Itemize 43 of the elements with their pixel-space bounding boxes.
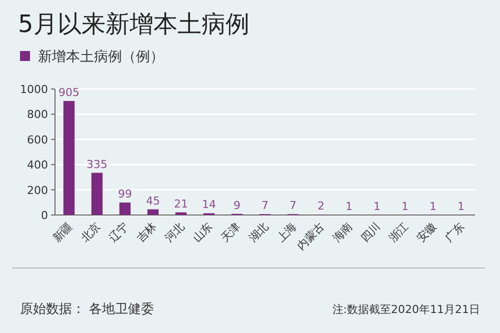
x-tick-label: 新疆 xyxy=(50,220,76,245)
bar xyxy=(147,209,159,215)
data-label: 45 xyxy=(146,194,160,208)
x-tick-label: 河北 xyxy=(162,220,188,245)
y-tick-label: 400 xyxy=(27,158,48,172)
data-label: 7 xyxy=(262,199,268,212)
text: 原始数据： 各地卫健委 xyxy=(20,302,154,317)
text: 注:数据截至2020年11月21日 xyxy=(332,303,480,316)
data-label: 1 xyxy=(374,200,380,213)
y-tick-label: 600 xyxy=(27,133,48,146)
y-tick-label: 1000 xyxy=(20,83,48,96)
data-label: 7 xyxy=(290,199,296,212)
y-tick-label: 800 xyxy=(27,108,48,122)
y-tick-label: 0 xyxy=(41,209,48,222)
x-tick-label: 湖北 xyxy=(246,220,272,245)
y-tick-label: 200 xyxy=(27,184,48,197)
x-tick-label: 北京 xyxy=(78,220,104,245)
data-label: 335 xyxy=(86,158,108,171)
x-tick-label: 浙江 xyxy=(386,220,412,245)
bar xyxy=(63,100,75,215)
x-tick-label: 天津 xyxy=(218,220,244,245)
chart-title: 5月以来新增本土病例 xyxy=(18,10,250,38)
data-label: 2 xyxy=(318,200,324,213)
x-tick-label: 安徽 xyxy=(414,220,440,245)
x-tick-label: 山东 xyxy=(190,220,216,245)
bar xyxy=(91,172,103,215)
legend-label: 新增本土病例（例） xyxy=(38,49,164,65)
x-tick-label: 广东 xyxy=(442,220,468,245)
x-tick-label: 辽宁 xyxy=(106,220,132,245)
data-label: 1 xyxy=(402,200,408,213)
data-label: 1 xyxy=(458,200,464,213)
bar xyxy=(175,212,187,215)
data-label: 99 xyxy=(118,188,132,201)
x-tick-label: 吉林 xyxy=(134,220,160,245)
data-label: 905 xyxy=(58,86,80,99)
data-label: 1 xyxy=(430,200,436,213)
data-label: 14 xyxy=(202,198,216,212)
x-tick-label: 四川 xyxy=(358,220,384,245)
bar xyxy=(119,202,131,215)
data-label: 21 xyxy=(174,197,188,210)
data-label: 1 xyxy=(346,200,352,213)
data-label: 9 xyxy=(234,198,240,212)
x-tick-label: 海南 xyxy=(330,220,356,245)
